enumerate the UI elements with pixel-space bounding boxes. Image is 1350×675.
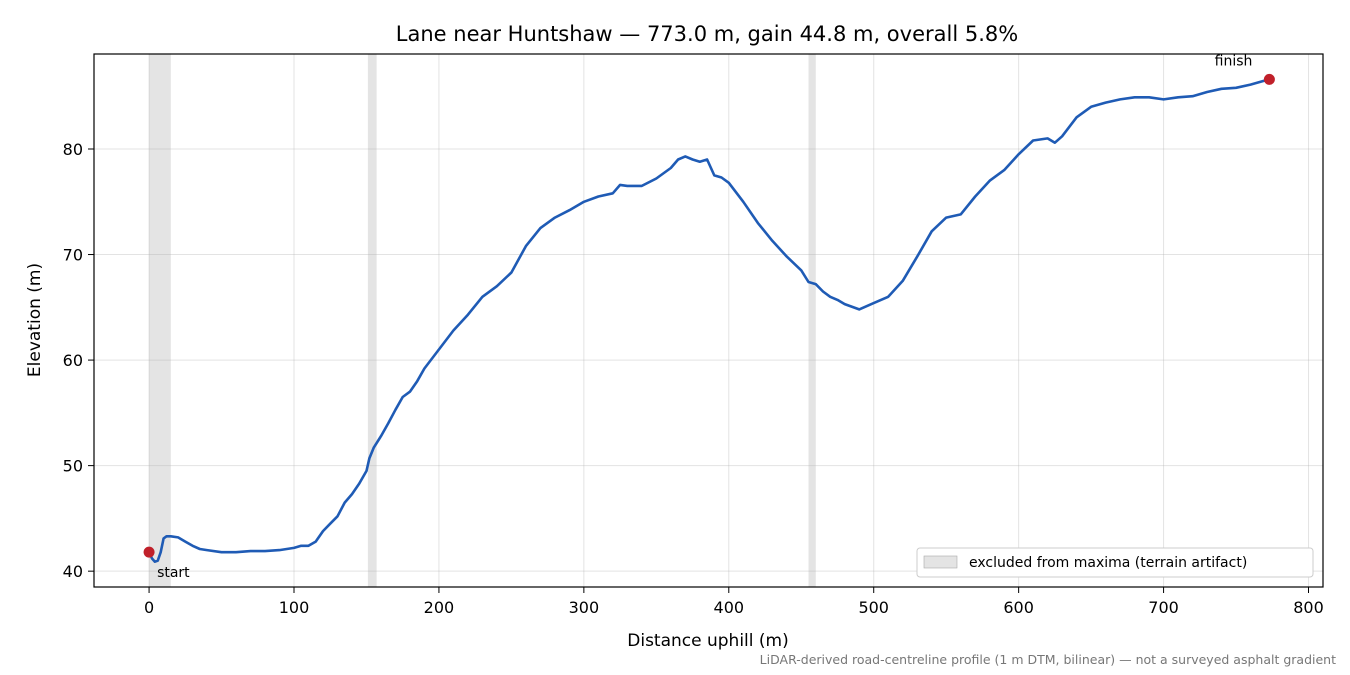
excluded-bands: [149, 54, 816, 587]
markers-group: start finish: [143, 53, 1275, 581]
elevation-line: [147, 78, 1271, 563]
start-label: start: [157, 565, 190, 581]
y-tick-label: 40: [63, 562, 83, 581]
legend-swatch: [923, 555, 958, 569]
y-tick-label: 60: [63, 351, 83, 370]
legend-label: excluded from maxima (terrain artifact): [969, 555, 1247, 571]
x-tick-label: 700: [1148, 598, 1179, 617]
chart-title: Lane near Huntshaw — 773.0 m, gain 44.8 …: [396, 22, 1018, 46]
x-tick-label: 400: [714, 598, 745, 617]
y-axis-label: Elevation (m): [25, 263, 45, 377]
plot-frame: [93, 53, 1324, 588]
x-tick-label: 600: [1003, 598, 1034, 617]
legend: excluded from maxima (terrain artifact): [916, 547, 1314, 578]
finish-marker: [1263, 73, 1275, 85]
excluded-band-2: [808, 54, 816, 587]
gridlines: [94, 54, 1323, 587]
x-tick-label: 0: [144, 598, 154, 617]
y-axis: 40 50 60 70 80: [63, 140, 94, 581]
x-axis-label: Distance uphill (m): [627, 631, 788, 651]
x-tick-label: 100: [279, 598, 310, 617]
y-tick-label: 50: [63, 457, 83, 476]
finish-label: finish: [1215, 53, 1253, 69]
excluded-band-1: [367, 54, 377, 587]
footnote: LiDAR-derived road-centreline profile (1…: [760, 652, 1336, 667]
x-tick-label: 500: [858, 598, 889, 617]
x-tick-label: 200: [424, 598, 455, 617]
y-tick-label: 70: [63, 246, 83, 265]
legend-box: [916, 547, 1314, 578]
y-tick-label: 80: [63, 140, 83, 159]
series-group: [147, 78, 1271, 563]
x-tick-label: 300: [569, 598, 600, 617]
x-tick-label: 800: [1293, 598, 1324, 617]
x-axis: 0 100 200 300 400 500 600 700 800: [144, 587, 1324, 617]
excluded-band-0: [149, 54, 171, 587]
start-marker: [143, 546, 155, 558]
